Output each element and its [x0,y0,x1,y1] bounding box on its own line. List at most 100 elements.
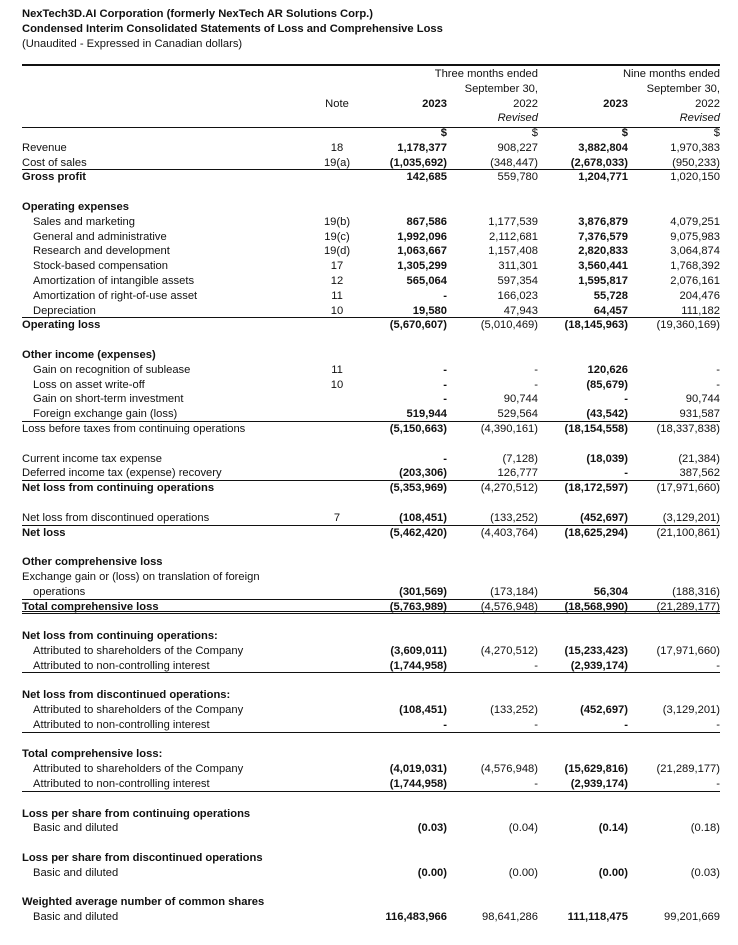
table-row: Total comprehensive loss (5,763,989) (4,57… [22,600,720,615]
table-row: Gross profit 142,685 559,780 1,204,771 1,020… [22,170,720,185]
note-ref: 7 [333,511,341,524]
note-ref: 10 [330,378,344,391]
value-cell: - [443,452,447,465]
value-cell: (108,451) [399,511,447,524]
value-cell: 2,076,161 [670,274,720,287]
value-cell: 1,992,096 [397,230,447,243]
table-row: Basic and diluted (0.03) (0.04) (0.14) (0.18… [22,821,720,836]
value-cell: 116,483,966 [385,911,447,924]
value-cell: - [716,718,720,731]
year-header-4: 2022 [695,97,720,110]
value-cell: - [443,289,447,302]
note-header: Note [325,97,349,110]
table-row: Current income tax expense - (7,128) (18,03… [22,452,720,467]
top-rule [22,64,720,66]
spacer-row [22,792,720,807]
value-cell: 3,560,441 [578,260,628,273]
table-row: Net loss from discontinued operations 7 (1… [22,511,720,526]
value-cell: 120,626 [587,363,628,376]
row-label: Basic and diluted [33,911,119,924]
value-cell: (18,039) [586,452,628,465]
value-cell: (4,019,031) [389,763,447,776]
value-cell: (2,939,174) [570,659,628,672]
table-row: Loss on asset write-off 10 - - (85,679) - [22,378,720,393]
note-ref: 12 [330,274,344,287]
period-end-three: September 30, [464,82,538,95]
value-cell: (2,939,174) [570,778,628,791]
value-cell: 111,182 [681,304,720,317]
note-ref: 19(d) [323,245,351,258]
table-row: Operating expenses [22,200,720,215]
value-cell: 4,079,251 [670,215,720,228]
note-ref: 19(a) [323,156,351,169]
value-cell: 2,112,681 [489,230,538,243]
row-label: Amortization of right-of-use asset [33,289,198,302]
table-row: Exchange gain or (loss) on translation o… [22,570,720,585]
table-row: Basic and diluted 116,483,966 98,641,286 11… [22,910,720,925]
value-cell: 1,063,667 [397,245,447,258]
value-cell: 7,376,579 [578,230,628,243]
value-cell: 931,587 [679,408,720,421]
row-label: Other comprehensive loss [22,556,163,569]
value-cell: 908,227 [497,141,538,154]
table-row: Depreciation 10 19,580 47,943 64,457 111,182 [22,304,720,319]
value-cell: 1,157,408 [488,245,538,258]
value-cell: - [716,659,720,672]
row-label: Weighted average number of common shares [22,896,265,909]
value-cell: - [443,363,447,376]
value-cell: (0.03) [417,822,447,835]
value-cell: (4,576,948) [480,763,538,776]
value-cell: - [443,378,447,391]
spacer-row [22,614,720,629]
value-cell: 867,586 [406,215,447,228]
table-row: Cost of sales 19(a) (1,035,692) (348,447) (2… [22,156,720,171]
row-label: Revenue [22,141,67,154]
row-label: Attributed to non-controlling interest [33,718,210,731]
value-cell: (452,697) [580,511,628,524]
value-cell: (5,462,420) [389,526,447,539]
table-row: Attributed to shareholders of the Compan… [22,762,720,777]
value-cell: 19,580 [412,304,447,317]
row-label: Deferred income tax (expense) recovery [22,467,222,480]
value-cell: (2,678,033) [570,156,628,169]
statement-title-block: NexTech3D.AI Corporation (formerly NexTe… [22,7,443,52]
table-row: Attributed to shareholders of the Compan… [22,703,720,718]
value-cell: $ [531,127,538,139]
value-cell: (21,289,177) [656,600,720,613]
value-cell: 1,204,771 [578,171,628,184]
value-cell: (1,744,958) [389,778,447,791]
value-cell: 98,641,286 [482,911,538,924]
value-cell: (173,184) [490,585,538,598]
value-cell: (5,010,469) [480,319,538,332]
table-row: Total comprehensive loss: [22,747,720,762]
value-cell: (0.04) [508,822,538,835]
value-cell: (203,306) [399,467,447,480]
value-cell: (17,971,660) [656,644,720,657]
table-row: Revenue 18 1,178,377 908,227 3,882,804 1,970,… [22,141,720,156]
value-cell: (3,129,201) [662,511,720,524]
spacer-row [22,185,720,200]
value-cell: (3,609,011) [390,644,447,657]
value-cell: $ [621,127,628,139]
row-label: Total comprehensive loss [22,600,159,613]
value-cell: (5,763,989) [389,600,447,613]
value-cell: (108,451) [399,704,447,717]
value-cell: - [534,718,538,731]
value-cell: 166,023 [497,289,538,302]
value-cell: (0.03) [690,866,720,879]
row-label: Depreciation [33,304,96,317]
table-row: Net loss from discontinued operations: [22,688,720,703]
value-cell: 597,354 [497,274,538,287]
table-row: Net loss from continuing operations: [22,629,720,644]
row-label: Gain on short-term investment [33,393,184,406]
table-row: Foreign exchange gain (loss) 519,944 529,5… [22,407,720,422]
spacer-row [22,836,720,851]
value-cell: 1,768,392 [670,260,720,273]
company-name: NexTech3D.AI Corporation (formerly NexTe… [22,8,373,20]
value-cell: 1,178,377 [397,141,447,154]
row-label: Other income (expenses) [22,348,156,361]
value-cell: 3,064,874 [670,245,720,258]
note-ref: 17 [330,260,344,273]
row-label: Net loss from continuing operations [22,482,215,495]
period-end-nine: September 30, [646,82,720,95]
